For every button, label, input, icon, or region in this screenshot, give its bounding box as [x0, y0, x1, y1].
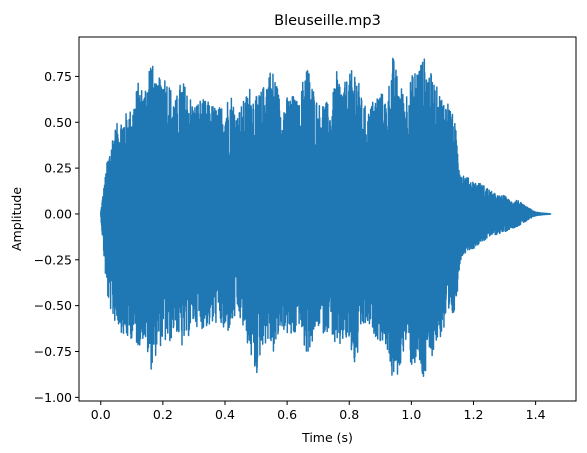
- x-tick-label: 0.4: [215, 407, 235, 422]
- x-tick-label: 1.0: [401, 407, 421, 422]
- y-axis-label: Amplitude: [9, 187, 24, 251]
- y-axis-ticks: −1.00 −0.75 −0.50 −0.25 0.00 0.25 0.50 0.75: [34, 69, 79, 405]
- x-tick-label: 1.2: [464, 407, 484, 422]
- x-axis-label: Time (s): [301, 430, 353, 445]
- y-tick-label: −0.25: [34, 252, 72, 267]
- waveform-layer: [99, 57, 552, 377]
- y-tick-label: 0.25: [44, 161, 72, 176]
- y-tick-label: −1.00: [34, 390, 72, 405]
- y-tick-label: −0.50: [34, 298, 72, 313]
- y-tick-label: 0.00: [44, 206, 72, 221]
- x-tick-label: 0.0: [91, 407, 111, 422]
- x-tick-label: 0.6: [277, 407, 297, 422]
- x-tick-label: 1.4: [526, 407, 546, 422]
- chart-title: Bleuseille.mp3: [274, 13, 381, 29]
- x-axis-ticks: 0.0 0.2 0.4 0.6 0.8 1.0 1.2 1.4: [91, 401, 546, 422]
- y-tick-label: 0.50: [44, 115, 72, 130]
- y-tick-label: 0.75: [44, 69, 72, 84]
- waveform-line: [99, 57, 552, 377]
- plot-frame: [78, 36, 577, 402]
- y-tick-label: −0.75: [34, 344, 72, 359]
- x-tick-label: 0.2: [153, 407, 173, 422]
- x-tick-label: 0.8: [339, 407, 359, 422]
